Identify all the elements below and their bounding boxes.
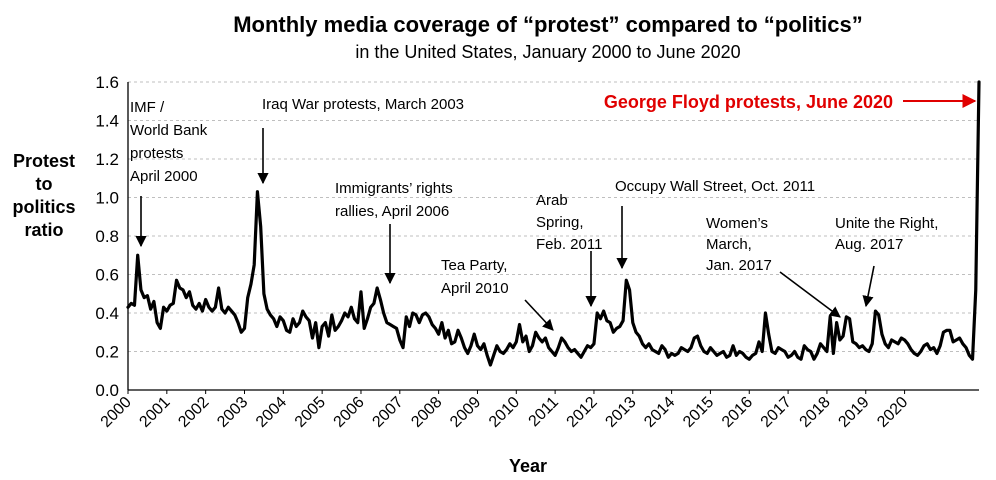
annotation-label: IMF / [130, 99, 165, 116]
annotation-arrow [779, 271, 841, 318]
y-tick-label: 0.0 [95, 381, 119, 400]
x-tick-label: 2009 [447, 394, 484, 431]
annotations: IMF / World Bank protests April 2000 Iraq Wa… [130, 92, 977, 331]
annotation-label: Jan. 2017 [706, 257, 772, 274]
series [126, 80, 981, 367]
x-tick-label: 2011 [526, 394, 562, 430]
annotation-label: Arab [536, 192, 568, 209]
x-tick-label: 2015 [680, 394, 717, 431]
x-tick-label: 2001 [136, 394, 173, 431]
x-tick-label: 2019 [835, 394, 872, 431]
annotation-unite: Unite the Right, Aug. 2017 [835, 215, 938, 308]
y-axis-label: Protest to politics ratio [12, 151, 75, 240]
y-axis-label-line: ratio [24, 220, 63, 240]
annotation-label: Spring, [536, 214, 584, 231]
axes [127, 82, 979, 391]
y-tick-label: 0.8 [95, 227, 119, 246]
y-tick-label: 0.4 [95, 304, 119, 323]
annotation-label: April 2010 [441, 280, 509, 297]
annotation-label: Occupy Wall Street, Oct. 2011 [615, 178, 815, 195]
y-ticks: 0.0 0.2 0.4 0.6 0.8 1.0 1.2 1.4 1.6 [95, 73, 119, 400]
annotation-floyd: George Floyd protests, June 2020 [604, 92, 977, 112]
y-axis-label-line: Protest [13, 151, 75, 171]
annotation-imf: IMF / World Bank protests April 2000 [130, 99, 208, 248]
annotation-label: Iraq War protests, March 2003 [262, 96, 464, 113]
x-tick-label: 2017 [758, 394, 795, 431]
annotation-label: World Bank [130, 122, 208, 139]
y-axis-label-line: to [36, 174, 53, 194]
y-tick-label: 0.6 [95, 266, 119, 285]
y-tick-label: 1.0 [95, 189, 119, 208]
annotation-arrow [862, 265, 875, 308]
annotation-immigrants: Immigrants’ rights rallies, April 2006 [335, 180, 453, 285]
y-tick-label: 1.6 [95, 73, 119, 92]
series-line [126, 80, 981, 367]
x-tick-label: 2006 [331, 394, 368, 431]
x-tick-label: 2003 [214, 394, 251, 431]
annotation-label: Unite the Right, [835, 215, 938, 232]
x-tick-label: 2008 [408, 394, 445, 431]
annotation-label: March, [706, 236, 752, 253]
x-axis-label: Year [509, 456, 547, 476]
annotation-label: Immigrants’ rights [335, 180, 453, 197]
annotation-label: protests [130, 145, 183, 162]
annotation-label: Aug. 2017 [835, 236, 903, 253]
y-tick-label: 0.2 [95, 343, 119, 362]
x-ticks: 2000 2001 2002 2003 2004 2005 2006 2007 2008 2009… [98, 390, 911, 431]
x-tick-label: 2016 [719, 394, 756, 431]
annotation-label: April 2000 [130, 168, 198, 185]
x-tick-label: 2004 [253, 394, 290, 431]
annotation-label: rallies, April 2006 [335, 203, 449, 220]
annotation-teaparty: Tea Party, April 2010 [441, 257, 554, 331]
x-tick-label: 2013 [602, 394, 639, 431]
x-tick-label: 2007 [369, 394, 406, 431]
annotation-iraq: Iraq War protests, March 2003 [257, 96, 464, 185]
x-tick-label: 2018 [797, 394, 834, 431]
annotation-arrow [524, 299, 554, 331]
x-tick-label: 2010 [486, 394, 523, 431]
x-tick-label: 2002 [175, 394, 212, 431]
x-tick-label: 2020 [874, 394, 911, 431]
annotation-arab: Arab Spring, Feb. 2011 [536, 192, 602, 308]
y-axis-label-line: politics [12, 197, 75, 217]
x-tick-label: 2005 [292, 394, 329, 431]
annotation-label: Feb. 2011 [536, 236, 602, 253]
annotation-womens: Women’s March, Jan. 2017 [706, 215, 841, 318]
y-tick-label: 1.2 [95, 150, 119, 169]
annotation-label: Tea Party, [441, 257, 507, 274]
chart-title: Monthly media coverage of “protest” comp… [233, 12, 863, 37]
x-tick-label: 2014 [641, 394, 678, 431]
chart-subtitle: in the United States, January 2000 to Ju… [355, 42, 740, 62]
x-tick-label: 2012 [564, 394, 601, 431]
y-tick-label: 1.4 [95, 112, 119, 131]
annotation-label: Women’s [706, 215, 768, 232]
annotation-occupy: Occupy Wall Street, Oct. 2011 [615, 178, 815, 270]
annotation-label: George Floyd protests, June 2020 [604, 92, 893, 112]
